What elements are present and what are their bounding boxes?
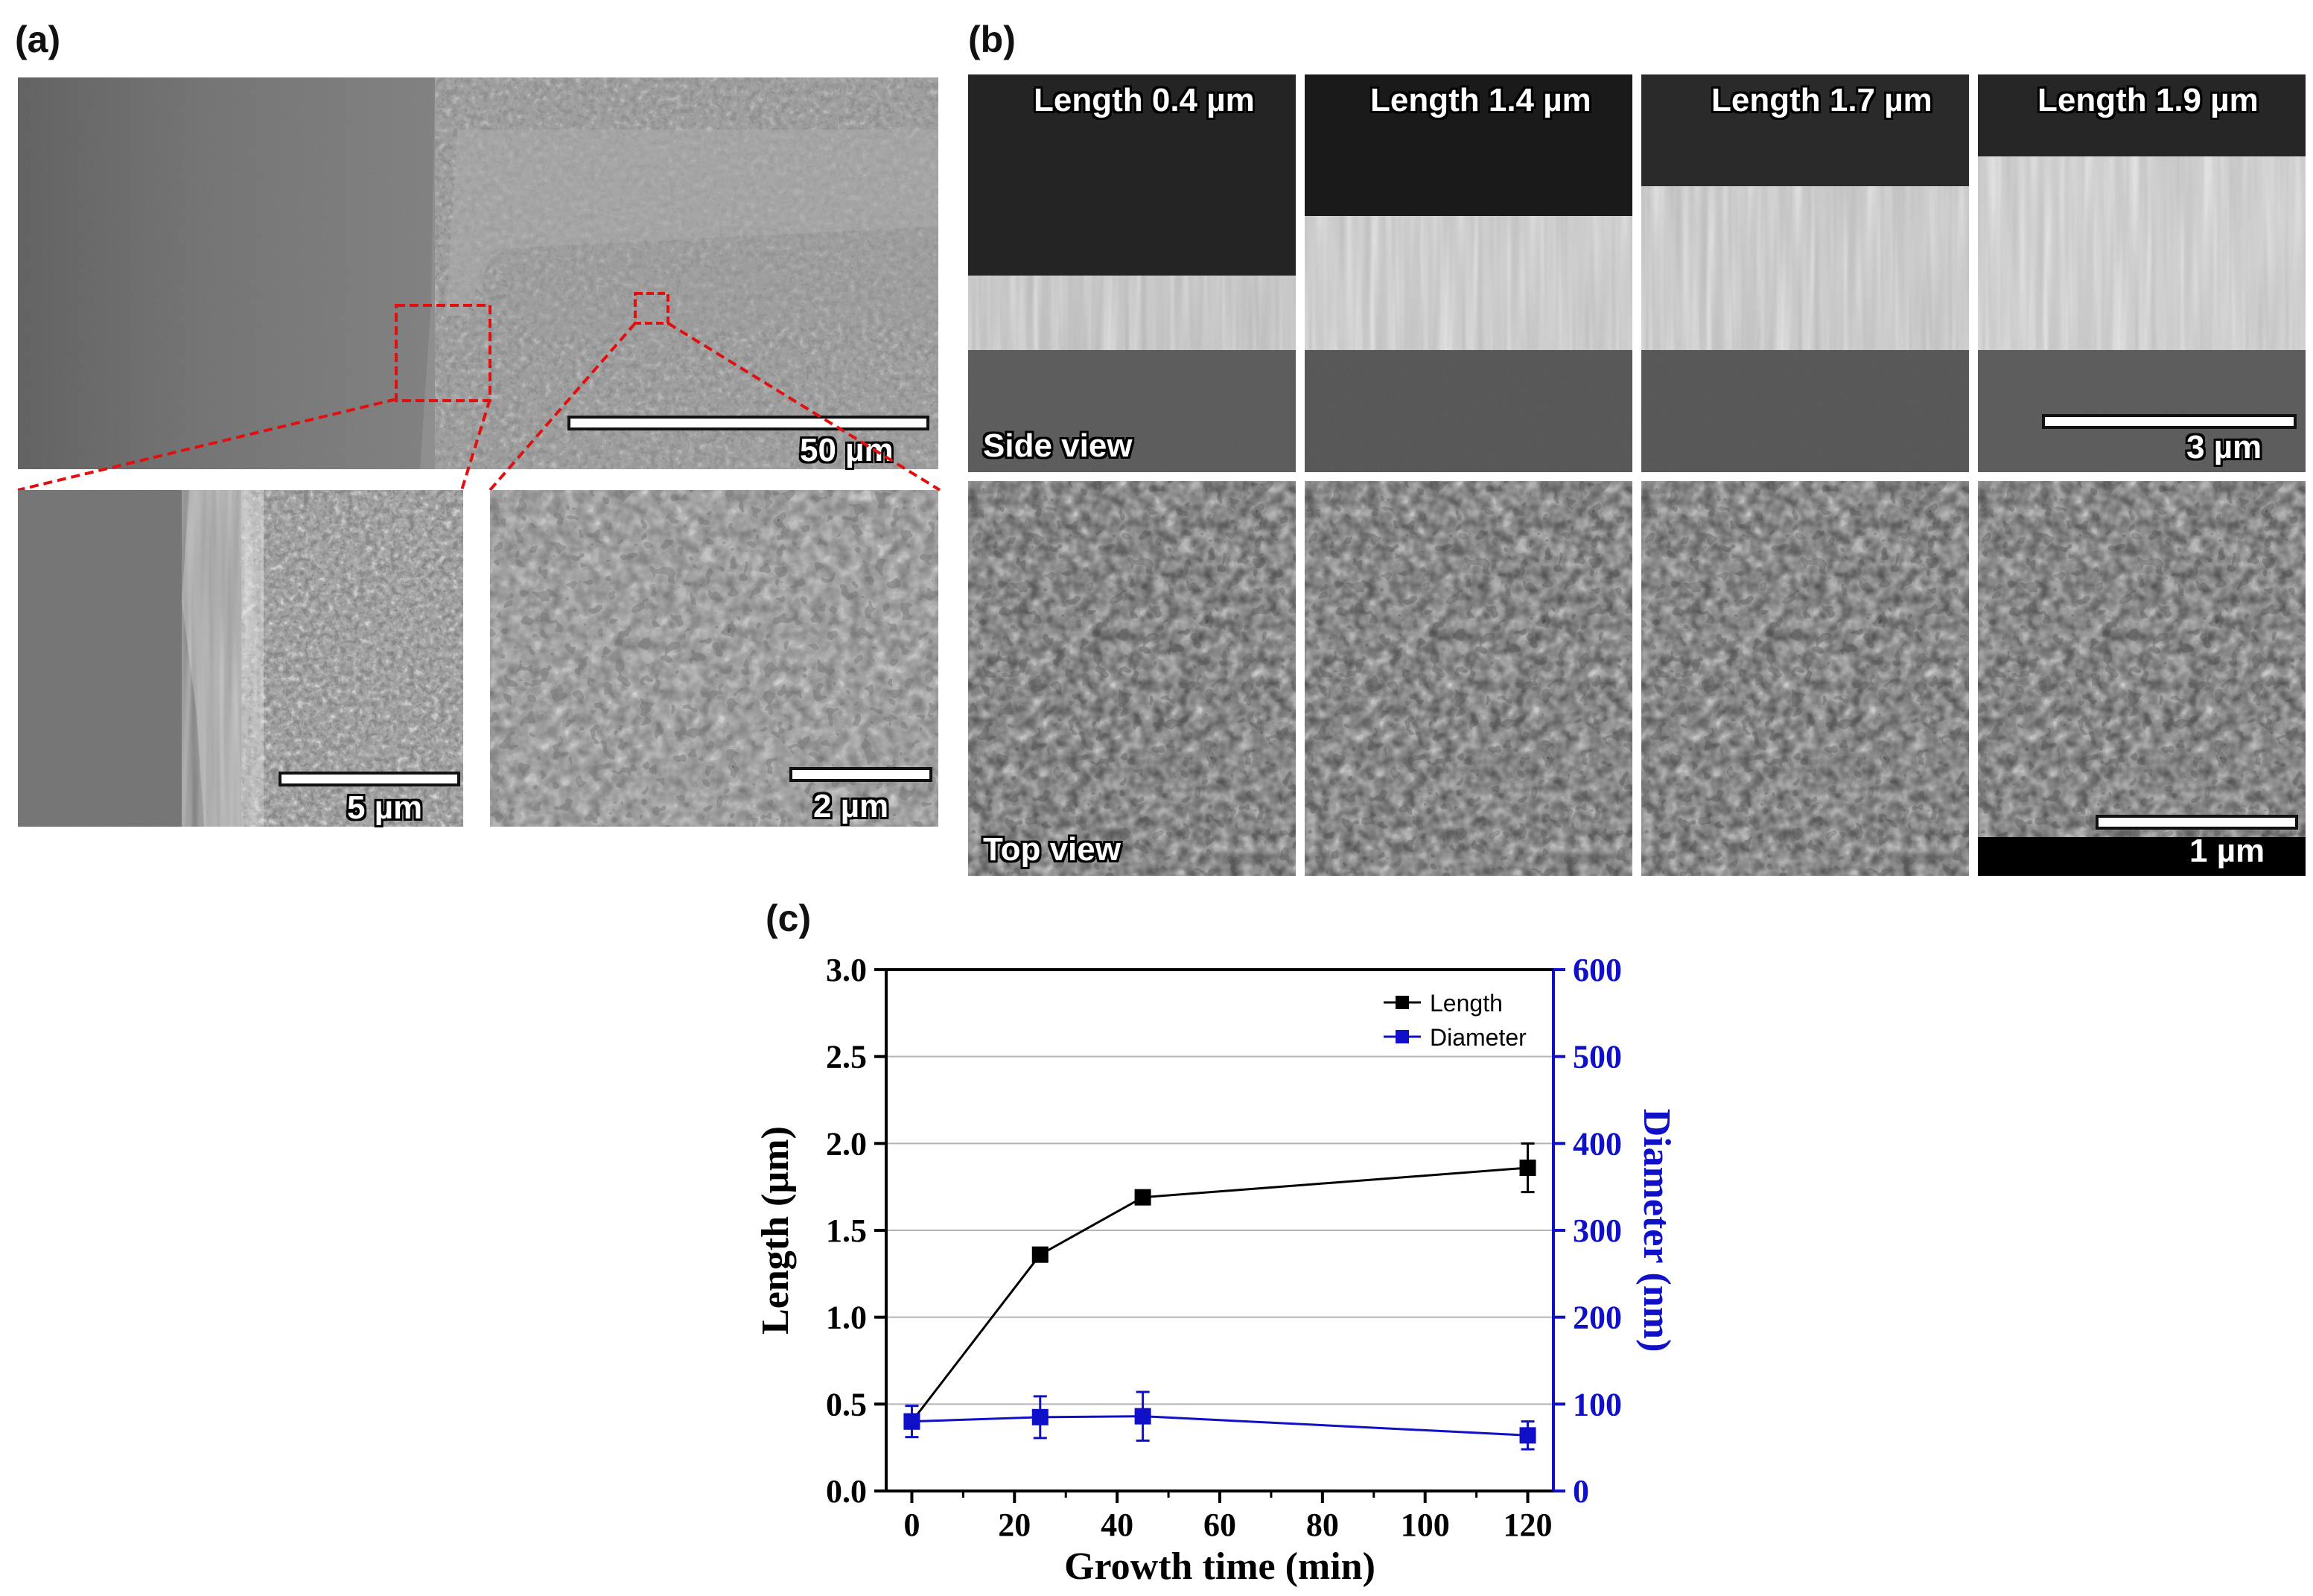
sem-top-view-4 [1978,481,2306,876]
y2-tick-label: 200 [1573,1300,1622,1336]
data-point-diameter [1519,1427,1536,1444]
x-tick-label: 40 [1101,1507,1133,1543]
scalebar-label-50um: 50 µm [800,432,894,468]
sem-image-inset-edge [18,490,463,827]
panel-a-letter: (a) [15,19,61,60]
y2-tick-label: 300 [1573,1212,1622,1249]
scalebar-5um [279,772,460,786]
x-tick-label: 80 [1306,1507,1339,1543]
data-point-length [1134,1189,1151,1206]
y-axis-label: Length (µm) [754,1126,797,1335]
top-view-label: Top view [983,831,1121,868]
sem-top-view-4-graphic [1978,481,2306,876]
legend-marker [1396,996,1409,1009]
y2-tick-label: 100 [1573,1386,1622,1422]
data-point-length [1519,1160,1536,1176]
scalebar-label-1um: 1 µm [2189,833,2265,869]
sem-side-view-1-graphic [968,74,1296,472]
data-point-diameter [903,1413,920,1430]
data-point-diameter [1031,1408,1049,1425]
sem-top-view-1 [968,481,1296,876]
y-tick-label: 2.0 [826,1125,867,1162]
sem-overview-graphic [18,77,938,469]
sem-side-view-2 [1305,74,1632,472]
y2-tick-label: 600 [1573,952,1622,988]
legend-label: Diameter [1430,1024,1527,1051]
sem-side-view-4-graphic [1978,74,2306,472]
scalebar-label-2um: 2 µm [813,788,889,824]
sem-top-view-3 [1641,481,1969,876]
x-tick-label: 120 [1504,1507,1553,1543]
length-label-2: Length 1.4 µm [1370,82,1591,118]
sem-top-view-2 [1305,481,1632,876]
legend-label: Length [1430,990,1503,1017]
sem-side-view-3 [1641,74,1969,472]
length-label-1: Length 0.4 µm [1034,82,1255,118]
sem-side-view-1 [968,74,1296,472]
y2-axis-label: Diameter (nm) [1635,1109,1678,1352]
series-line-diameter [911,1415,1528,1437]
x-tick-label: 0 [903,1507,920,1543]
x-axis-label: Growth time (min) [1064,1545,1375,1588]
y2-tick-label: 0 [1573,1473,1589,1510]
length-label-4: Length 1.9 µm [2037,82,2259,118]
sem-side-view-4 [1978,74,2306,472]
sem-inset-nanorods-graphic [490,490,938,827]
sem-top-view-3-graphic [1641,481,1969,876]
sem-image-overview [18,77,938,469]
sem-image-inset-nanorods [490,490,938,827]
x-tick-label: 60 [1203,1507,1236,1543]
y2-tick-label: 400 [1573,1125,1622,1162]
scalebar-1um [2096,815,2298,830]
length-label-3: Length 1.7 µm [1711,82,1932,118]
y-tick-label: 0.0 [826,1473,867,1510]
y-tick-label: 1.0 [826,1300,867,1336]
scalebar-label-3um: 3 µm [2186,429,2262,465]
y-tick-label: 0.5 [826,1386,867,1422]
scalebar-2um [789,767,932,782]
sem-inset-edge-graphic [18,490,463,827]
legend-marker [1396,1030,1409,1043]
y-tick-label: 2.5 [826,1039,867,1075]
scalebar-3um [2042,414,2297,429]
y-tick-label: 3.0 [826,952,867,988]
x-tick-label: 20 [998,1507,1031,1543]
sem-side-view-2-graphic [1305,74,1632,472]
panel-b-letter: (b) [968,19,1016,60]
sem-side-view-3-graphic [1641,74,1969,472]
data-point-length [1031,1246,1049,1263]
sem-top-view-1-graphic [968,481,1296,876]
series-line-length [911,1166,1528,1422]
x-tick-label: 100 [1401,1507,1450,1543]
scalebar-label-5um: 5 µm [347,789,423,826]
data-point-diameter [1134,1408,1151,1425]
sem-top-view-2-graphic [1305,481,1632,876]
data-point-length [903,1413,920,1430]
panel-c-letter: (c) [766,897,812,939]
y-tick-label: 1.5 [826,1212,867,1249]
callout-lines [17,322,941,492]
y2-tick-label: 500 [1573,1039,1622,1075]
side-view-label: Side view [983,427,1133,464]
